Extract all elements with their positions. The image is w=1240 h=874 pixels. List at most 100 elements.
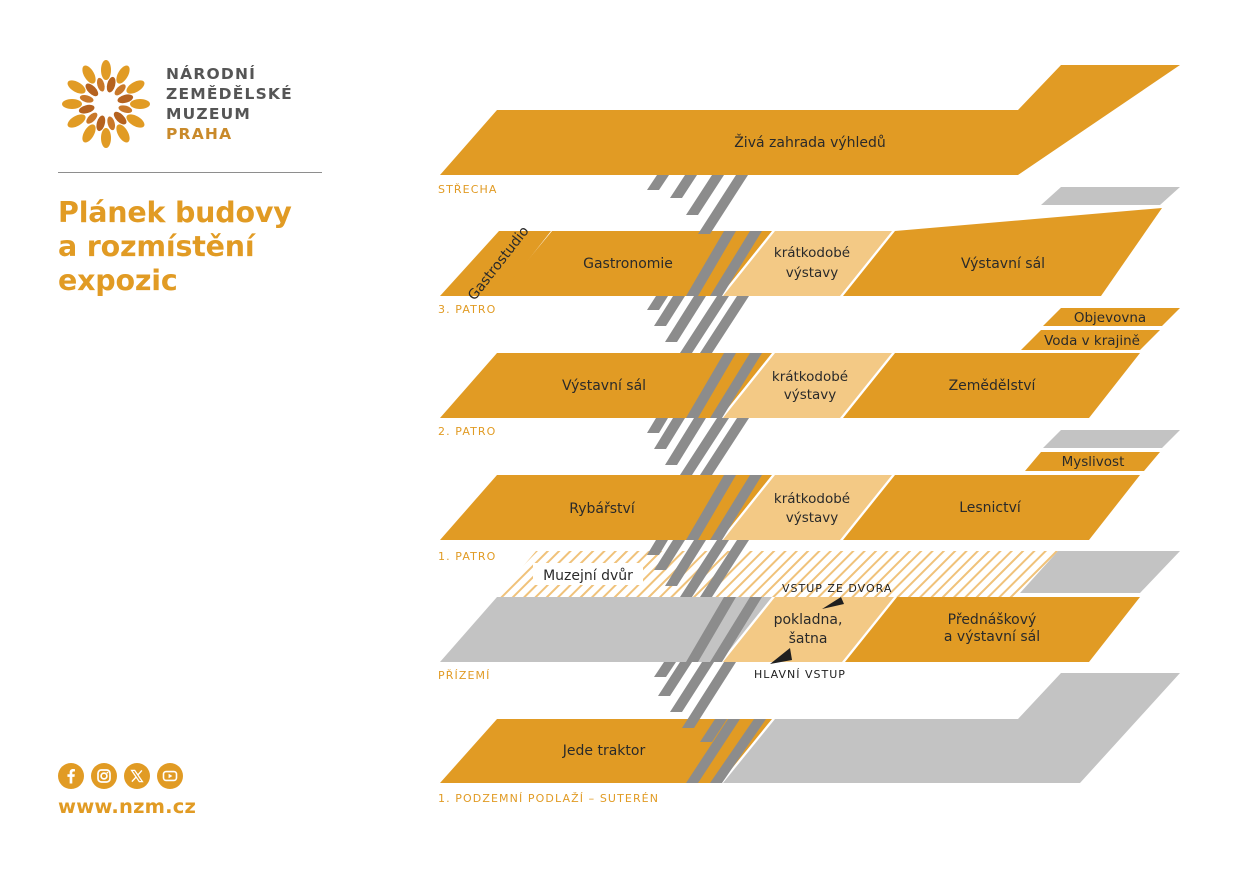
tractor-area[interactable]: [440, 719, 772, 783]
stair-stripe: [665, 296, 706, 342]
museum-name: NÁRODNÍ ZEMĚDĚLSKÉ MUZEUM PRAHA: [166, 64, 293, 144]
fishing-area[interactable]: [440, 475, 772, 540]
second-floor-exhibition-hall-label: Výstavní sál: [562, 378, 646, 394]
first-floor-short-exhibitions-area[interactable]: [723, 475, 892, 540]
ground-floor-inactive-area-right: [1020, 551, 1180, 593]
stair-stripe: [710, 597, 762, 662]
facebook-icon[interactable]: [58, 763, 84, 789]
museum-logo[interactable]: NÁRODNÍ ZEMĚDĚLSKÉ MUZEUM PRAHA: [58, 56, 323, 156]
courtyard-label: Muzejní dvůr: [543, 568, 633, 584]
ground-floor: Muzejní dvůr pokladna, šatna Přednáškový…: [438, 551, 1180, 682]
stair-stripe: [700, 418, 749, 475]
stair-stripe: [647, 296, 668, 310]
stair-stripe: [700, 719, 727, 742]
fishing-label: Rybářství: [569, 501, 636, 517]
first-floor-short-line1: krátkodobé: [774, 491, 850, 507]
discovery-area[interactable]: [1043, 308, 1180, 326]
stair-shaft: [647, 175, 766, 783]
ground-floor-inactive-area-left: [440, 597, 772, 662]
gastrostudio-area[interactable]: [440, 231, 551, 296]
roof-garden-label: Živá zahrada výhledů: [734, 133, 886, 151]
page-title-line3: expozic: [58, 264, 178, 297]
second-floor-short-exhibitions-area[interactable]: [723, 353, 892, 418]
youtube-icon[interactable]: [157, 763, 183, 789]
agriculture-area[interactable]: [843, 353, 1140, 418]
first-floor: Myslivost Rybářství krátkodobé výstavy L…: [438, 430, 1180, 563]
third-floor-short-exhibitions-area[interactable]: [723, 231, 892, 296]
courtyard-area[interactable]: [497, 551, 1058, 597]
stair-stripe: [686, 475, 736, 540]
lecture-hall-line2: a výstavní sál: [944, 629, 1040, 645]
stair-stripe: [654, 662, 676, 677]
stair-stripe: [710, 231, 762, 296]
stair-stripe: [710, 719, 766, 783]
stair-stripe: [670, 662, 714, 712]
sidebar-divider: [58, 172, 322, 173]
stair-stripe: [680, 540, 729, 597]
stair-stripe: [680, 296, 729, 353]
second-floor: Objevovna Voda v krajině Výstavní sál kr…: [438, 308, 1180, 438]
hunting-label: Myslivost: [1062, 454, 1125, 470]
second-floor-short-line2: výstavy: [784, 387, 837, 403]
cashdesk-line2: šatna: [789, 631, 828, 647]
yard-entrance-arrow-icon: [822, 597, 844, 609]
stair-stripe: [665, 540, 706, 586]
discovery-label: Objevovna: [1074, 310, 1146, 326]
basement-floor: Jede traktor 1. PODZEMNÍ PODLAŽÍ – SUTER…: [438, 673, 1180, 805]
stair-stripe: [686, 597, 736, 662]
stair-stripe: [700, 296, 749, 353]
page-title: Plánek budovy a rozmístění expozic: [58, 196, 348, 298]
third-floor-exhibition-hall-label: Výstavní sál: [961, 256, 1045, 272]
stair-stripe: [686, 231, 736, 296]
third-floor-short-line2: výstavy: [786, 265, 839, 281]
second-floor-exhibition-hall-area[interactable]: [440, 353, 772, 418]
stair-stripe: [686, 175, 724, 215]
instagram-icon[interactable]: [91, 763, 117, 789]
stair-stripe: [700, 540, 749, 597]
first-floor-short-line2: výstavy: [786, 510, 839, 526]
stair-stripe: [658, 662, 692, 696]
second-floor-label: 2. PATRO: [438, 425, 496, 438]
main-entrance-label: HLAVNÍ VSTUP: [754, 668, 846, 681]
stair-stripe: [665, 418, 706, 465]
water-landscape-label: Voda v krajině: [1044, 333, 1140, 349]
stair-stripe: [647, 418, 668, 433]
water-landscape-area[interactable]: [1021, 330, 1160, 350]
first-floor-inactive-area: [1043, 430, 1180, 448]
x-icon[interactable]: [124, 763, 150, 789]
roof-garden-area[interactable]: [440, 65, 1180, 175]
cashdesk-line1: pokladna,: [774, 612, 843, 628]
stair-stripe: [682, 662, 736, 728]
basement-label: 1. PODZEMNÍ PODLAŽÍ – SUTERÉN: [438, 792, 659, 805]
stair-stripe: [654, 540, 685, 570]
stair-stripe: [710, 475, 762, 540]
basement-inactive-area: [723, 673, 1180, 783]
wheat-wreath-icon: [62, 60, 150, 148]
third-floor-exhibition-hall-area[interactable]: [843, 208, 1162, 296]
stair-stripe: [698, 175, 748, 234]
main-entrance-arrow-icon: [770, 648, 792, 664]
third-floor-inactive-area: [1041, 187, 1180, 205]
website-link[interactable]: www.nzm.cz: [58, 795, 197, 818]
stair-stripe: [654, 296, 685, 326]
forestry-label: Lesnictví: [959, 500, 1022, 516]
roof-floor-label: STŘECHA: [438, 183, 497, 196]
stair-stripe: [647, 175, 669, 190]
stair-stripe: [680, 418, 729, 475]
gastronomy-label: Gastronomie: [583, 256, 673, 272]
third-floor-short-line1: krátkodobé: [774, 245, 850, 261]
social-links: [58, 763, 183, 789]
page-title-line2: a rozmístění: [58, 230, 255, 263]
tractor-label: Jede traktor: [562, 743, 646, 759]
lecture-hall-area[interactable]: [845, 597, 1140, 662]
stair-stripe: [654, 418, 685, 449]
ground-floor-label: PŘÍZEMÍ: [438, 669, 490, 682]
third-floor: Gastrostudio Gastronomie krátkodobé výst…: [438, 187, 1180, 316]
forestry-area[interactable]: [843, 475, 1140, 540]
cashdesk-area[interactable]: [723, 597, 894, 662]
museum-city: PRAHA: [166, 125, 233, 143]
hunting-area[interactable]: [1025, 452, 1160, 471]
museum-name-line2: ZEMĚDĚLSKÉ: [166, 85, 293, 103]
stair-stripe: [647, 540, 668, 555]
